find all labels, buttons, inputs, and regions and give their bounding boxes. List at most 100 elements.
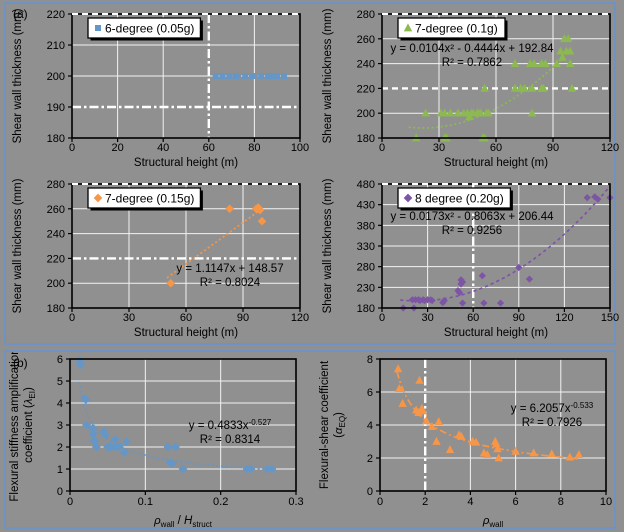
y-axis-label: Shear wall thickness (mm) [322,8,334,143]
chart-flexural-shear-coefficient: 0 2 4 6 8 10 0 2 4 6 8 ρwall Flexural-shear coeffici… [318,352,622,532]
data-point [403,23,413,32]
y-axis-label: Flexural-shear coefficient [319,360,331,489]
data-point [263,464,272,474]
svg-text:R² = 0.7926: R² = 0.7926 [522,417,582,429]
axis-ticks: 0 30 60 90 120 180 200 220 240 260 280 [47,179,310,324]
data-point [583,194,591,202]
x-tick-label: 60 [467,312,479,324]
chart-shear-thickness-7-degree-015g: 0 30 60 90 120 180 200 220 240 260 280 Structural h… [8,175,312,346]
x-tick-label: 100 [291,142,309,154]
chart-svg: 0 30 60 90 120 150 180 230 280 330 380 430 480 Struct… [322,178,620,339]
x-tick-label: 60 [203,142,215,154]
y-tick-label: 430 [357,200,375,212]
data-point [82,420,91,430]
legend: 7-degree (0.15g) [87,187,203,211]
y-tick-label: 0 [57,486,63,498]
svg-text:R² = 0.9256: R² = 0.9256 [442,225,502,237]
x-tick-label: 150 [601,312,619,324]
panel-b-label: (b) [13,356,28,370]
data-point [421,108,430,117]
data-point [565,58,575,67]
data-point [163,442,173,452]
data-point [171,442,180,452]
data-point [446,108,455,117]
data-point [416,296,424,305]
data-point [541,58,550,67]
data-point [432,436,441,445]
data-point [249,73,256,79]
data-point [529,448,538,457]
data-point [225,204,235,214]
y-axis-label: coefficient (λEI) [23,387,37,463]
x-tick-label: 120 [555,312,573,324]
x-axis-label: ρwall / Hstruct [153,515,213,529]
data-point [168,459,177,468]
y-tick-label: 330 [357,241,375,253]
series-points [393,364,584,462]
data-point [219,73,226,79]
y-axis-label: Shear wall thickness (mm) [12,178,24,313]
x-tick-label: 60 [180,312,192,324]
data-point [95,25,101,31]
svg-text:y = 0.0173x² - 0.8063x + 206.4: y = 0.0173x² - 0.8063x + 206.44 [390,211,554,223]
series-points [75,355,277,474]
data-point [458,299,467,307]
legend-label: 6-degree (0.05g) [105,22,194,36]
x-tick-label: 30 [433,142,445,154]
y-tick-label: 210 [47,40,65,52]
data-point [267,464,277,474]
data-point [494,453,503,462]
data-point [76,360,85,369]
x-tick-label: 30 [421,312,433,324]
y-tick-label: 2 [367,453,373,465]
legend: 6-degree (0.05g) [87,17,203,41]
data-point [510,58,520,67]
data-point [558,52,567,61]
x-tick-label: 30 [123,312,135,324]
data-point [511,446,520,455]
data-point [122,437,131,446]
y-tick-label: 6 [57,354,63,366]
x-tick-label: 6 [513,496,519,508]
y-tick-label: 180 [357,133,375,145]
data-point [478,272,486,280]
trendline [78,381,274,471]
x-tick-label: 90 [513,312,525,324]
data-point [556,46,565,55]
data-point [226,73,233,79]
data-point [427,422,437,431]
data-point [484,108,493,117]
y-axis-label: Shear wall thickness (mm) [322,178,334,313]
data-point [422,416,431,425]
axis-ticks: 0 30 60 90 120 180 200 220 240 260 280 [357,9,620,154]
data-point [242,73,249,79]
chart-shear-thickness-7-degree-01g: 0 30 60 90 120 180 200 220 240 260 280 Structural h… [318,5,622,176]
x-axis-label: Structural height (m) [444,157,548,169]
svg-text:y = 0.4833x-0.527: y = 0.4833x-0.527 [189,418,272,432]
x-tick-label: 120 [291,312,309,324]
panel-a-label: (a) [13,7,28,21]
chart-svg: 0 20 40 60 80 100 180 190 200 210 220 Structural he… [12,8,309,169]
y-tick-label: 240 [47,229,65,241]
data-point [90,437,100,446]
data-point [527,108,537,117]
legend-label: 7-degree (0.1g) [415,22,498,36]
data-point [565,452,575,461]
data-point [539,83,548,92]
data-point [547,449,556,458]
equation-text: y = 0.0173x² - 0.8063x + 206.44 R² = 0.92… [390,211,554,237]
panel-b-border [4,350,616,529]
data-point [480,299,488,307]
chart-flexural-stiffness-amplification: 0 0.1 0.2 0.3 0 1 2 3 4 5 6 ρwall / Hstruct Flexural… [8,348,312,532]
data-point [88,423,97,433]
data-point [594,195,602,203]
y-tick-label: 5 [57,376,63,388]
equation-text: y = 6.2057x-0.533 R² = 0.7926 [511,401,594,429]
legend: 7-degree (0.1g) [397,17,508,41]
data-point [525,275,534,283]
data-point [258,73,265,79]
axis-ticks: 0 30 60 90 120 150 180 230 280 330 380 430 480 [357,179,620,324]
svg-text:R² = 0.8024: R² = 0.8024 [200,277,261,289]
data-point [480,83,489,92]
